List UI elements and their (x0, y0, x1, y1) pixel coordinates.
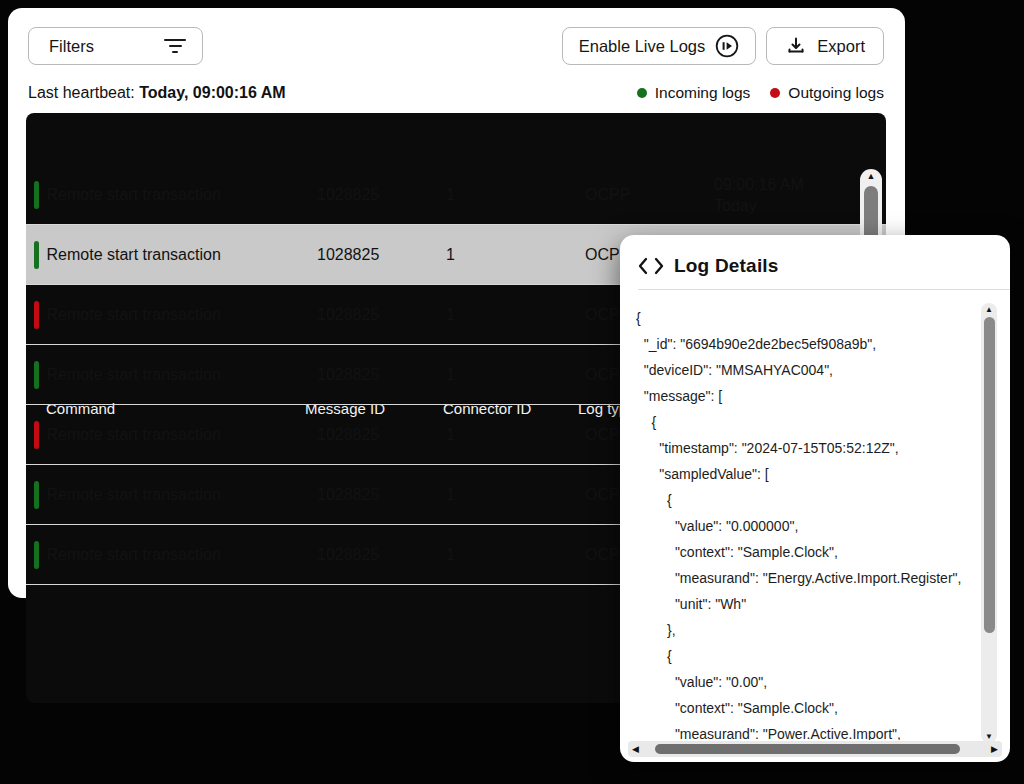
panel-divider (638, 289, 1010, 290)
filters-button[interactable]: Filters (28, 27, 203, 65)
command-cell: Remote start transaction (47, 246, 221, 264)
last-heartbeat-label: Last heartbeat: (28, 84, 135, 101)
json-line: "measurand": "Power.Active.Import", (636, 721, 980, 740)
legend-outgoing-label: Outgoing logs (788, 84, 884, 102)
log-direction-indicator (34, 181, 39, 209)
connector-id-cell: 1 (443, 546, 578, 564)
scroll-up-icon[interactable]: ▲ (860, 171, 882, 181)
panel-vscroll-thumb[interactable] (984, 317, 995, 633)
filter-lines-icon (164, 39, 186, 54)
scroll-up-icon[interactable]: ▲ (981, 305, 997, 314)
json-line: "_id": "6694b90e2de2bec5ef908a9b", (636, 331, 980, 357)
filters-button-label: Filters (49, 37, 94, 56)
panel-hscroll-thumb[interactable] (655, 744, 960, 754)
log-direction-indicator (34, 361, 39, 389)
last-heartbeat: Last heartbeat: Today, 09:00:16 AM (28, 84, 286, 102)
outgoing-dot-icon (770, 88, 780, 98)
command-cell: Remote start transaction (47, 366, 221, 384)
panel-horizontal-scrollbar[interactable]: ◀ ▶ (628, 741, 1002, 757)
table-row[interactable]: Remote start transaction 1028825 1 OCPP … (26, 165, 886, 225)
connector-id-cell: 1 (443, 306, 578, 324)
log-json-viewer: { "_id": "6694b90e2de2bec5ef908a9b", "de… (636, 305, 980, 740)
live-play-icon (715, 34, 739, 58)
json-line: { (636, 487, 980, 513)
command-cell: Remote start transaction (47, 546, 221, 564)
meta-row: Last heartbeat: Today, 09:00:16 AM Incom… (28, 84, 884, 102)
legend-outgoing: Outgoing logs (770, 84, 884, 102)
log-direction-indicator (34, 301, 39, 329)
log-direction-indicator (34, 541, 39, 569)
json-line: { (636, 409, 980, 435)
enable-live-logs-label: Enable Live Logs (579, 37, 706, 56)
message-id-cell: 1028825 (305, 186, 443, 204)
scroll-down-icon[interactable]: ▼ (981, 732, 997, 741)
command-cell: Remote start transaction (47, 186, 221, 204)
code-brackets-icon (638, 257, 664, 275)
scroll-left-icon[interactable]: ◀ (632, 744, 639, 754)
connector-id-cell: 1 (443, 366, 578, 384)
connector-id-cell: 1 (443, 246, 578, 264)
message-id-cell: 1028825 (305, 486, 443, 504)
message-id-cell: 1028825 (305, 426, 443, 444)
export-button-label: Export (817, 37, 865, 56)
json-line: "unit": "Wh" (636, 591, 980, 617)
message-id-cell: 1028825 (305, 546, 443, 564)
log-direction-indicator (34, 421, 39, 449)
json-line: { (636, 643, 980, 669)
scroll-right-icon[interactable]: ▶ (991, 744, 998, 754)
export-button[interactable]: Export (766, 27, 884, 65)
last-heartbeat-value: Today, 09:00:16 AM (139, 84, 285, 101)
connector-id-cell: 1 (443, 486, 578, 504)
json-line: "deviceID": "MMSAHYAC004", (636, 357, 980, 383)
json-line: "value": "0.000000", (636, 513, 980, 539)
json-line: }, (636, 617, 980, 643)
json-line: "message": [ (636, 383, 980, 409)
toolbar-right: Enable Live Logs (562, 27, 884, 65)
incoming-dot-icon (637, 88, 647, 98)
message-id-cell: 1028825 (305, 246, 443, 264)
json-line: "timestamp": "2024-07-15T05:52:12Z", (636, 435, 980, 461)
log-direction-indicator (34, 481, 39, 509)
json-line: { (636, 305, 980, 331)
log-details-title: Log Details (674, 255, 779, 277)
panel-vertical-scrollbar[interactable]: ▲ ▼ (981, 303, 997, 743)
command-cell: Remote start transaction (47, 306, 221, 324)
json-line: "sampledValue": [ (636, 461, 980, 487)
log-legend: Incoming logs Outgoing logs (637, 84, 884, 102)
connector-id-cell: 1 (443, 186, 578, 204)
log-direction-indicator (34, 241, 39, 269)
legend-incoming: Incoming logs (637, 84, 751, 102)
json-line: "measurand": "Energy.Active.Import.Regis… (636, 565, 980, 591)
message-id-cell: 1028825 (305, 306, 443, 324)
command-cell: Remote start transaction (47, 426, 221, 444)
log-details-header: Log Details (620, 235, 1010, 289)
enable-live-logs-button[interactable]: Enable Live Logs (562, 27, 757, 65)
json-line: "context": "Sample.Clock", (636, 695, 980, 721)
connector-id-cell: 1 (443, 426, 578, 444)
logs-screen: Filters Enable Live Logs (0, 0, 1024, 784)
json-line: "context": "Sample.Clock", (636, 539, 980, 565)
json-line: "value": "0.00", (636, 669, 980, 695)
download-icon (785, 35, 807, 57)
log-type-cell: OCPP (578, 186, 712, 204)
command-cell: Remote start transaction (47, 486, 221, 504)
message-id-cell: 1028825 (305, 366, 443, 384)
log-details-panel: Log Details { "_id": "6694b90e2de2bec5ef… (620, 235, 1010, 762)
legend-incoming-label: Incoming logs (655, 84, 751, 102)
